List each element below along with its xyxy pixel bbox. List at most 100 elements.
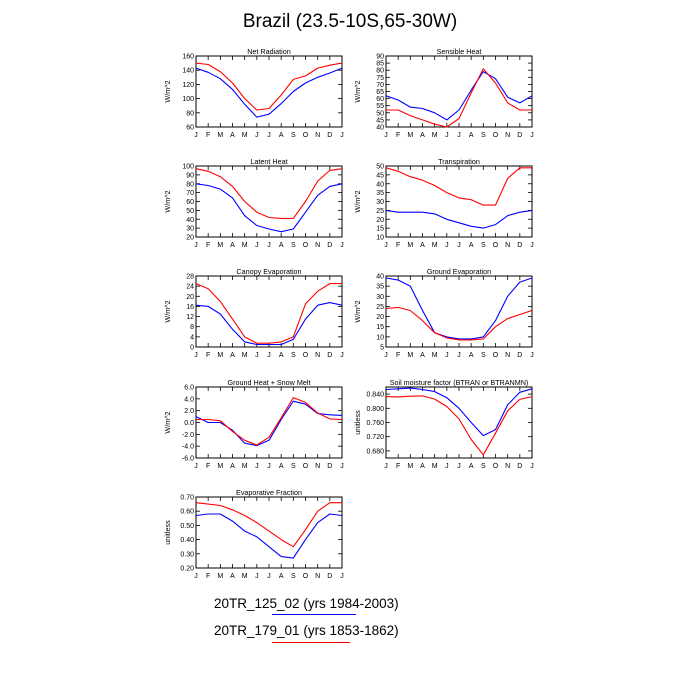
chart-title: Latent Heat bbox=[250, 157, 287, 166]
y-tick-label: 0.760 bbox=[366, 420, 384, 427]
series-line-2 bbox=[386, 68, 532, 128]
y-tick-label: 55 bbox=[376, 103, 384, 110]
x-tick-label: J bbox=[340, 573, 344, 580]
y-axis-label: W/m^2 bbox=[163, 300, 172, 322]
y-tick-label: 28 bbox=[186, 274, 194, 281]
y-tick-label: -4.0 bbox=[182, 444, 194, 451]
y-tick-label: 6.0 bbox=[184, 385, 194, 392]
x-tick-label: J bbox=[194, 463, 198, 470]
chart-title: Transpiration bbox=[438, 157, 480, 166]
page-title: Brazil (23.5-10S,65-30W) bbox=[242, 11, 458, 32]
legend-label-1: 20TR_125_02 (yrs 1984-2003) bbox=[214, 596, 399, 611]
x-tick-label: D bbox=[327, 463, 332, 470]
chart-frame bbox=[385, 386, 533, 459]
chart-frame bbox=[195, 496, 343, 569]
x-tick-label: D bbox=[517, 352, 522, 359]
y-tick-label: 45 bbox=[376, 117, 384, 124]
x-tick-label: O bbox=[493, 132, 499, 139]
y-tick-label: 40 bbox=[376, 125, 384, 132]
x-tick-label: F bbox=[206, 573, 210, 580]
legend-swatch-2 bbox=[272, 642, 350, 643]
y-tick-label: 8 bbox=[190, 324, 194, 331]
chart-title: Evaporative Fraction bbox=[236, 488, 302, 497]
y-tick-label: 10 bbox=[376, 334, 384, 341]
x-tick-label: F bbox=[396, 132, 400, 139]
y-tick-label: 40 bbox=[186, 217, 194, 224]
y-tick-label: 40 bbox=[376, 274, 384, 281]
y-tick-label: 35 bbox=[376, 190, 384, 197]
y-tick-label: 60 bbox=[376, 96, 384, 103]
x-tick-label: N bbox=[315, 352, 320, 359]
x-tick-label: J bbox=[267, 573, 271, 580]
y-tick-label: 0.40 bbox=[180, 537, 194, 544]
x-tick-label: F bbox=[206, 352, 210, 359]
x-tick-label: A bbox=[279, 573, 284, 580]
y-axis-label: unitless bbox=[163, 520, 172, 545]
x-tick-label: J bbox=[530, 352, 534, 359]
x-tick-label: M bbox=[407, 242, 413, 249]
y-tick-label: 12 bbox=[186, 314, 194, 321]
chart-title: Soil moisture factor (BTRAN or BTRANMN) bbox=[390, 378, 529, 387]
series-line-1 bbox=[195, 400, 343, 447]
y-tick-label: 20 bbox=[376, 314, 384, 321]
y-tick-label: 0 bbox=[190, 345, 194, 352]
series-line-2 bbox=[385, 167, 532, 206]
y-tick-label: 60 bbox=[186, 199, 194, 206]
y-axis-label: W/m^2 bbox=[163, 190, 172, 212]
y-tick-label: 24 bbox=[186, 284, 194, 291]
x-tick-label: J bbox=[194, 242, 198, 249]
x-tick-label: D bbox=[327, 573, 332, 580]
series-line-2 bbox=[195, 502, 342, 548]
x-tick-label: J bbox=[340, 352, 344, 359]
x-tick-label: A bbox=[469, 242, 474, 249]
chart-panel-2: Sensible Heat W/m^2 4045505560657075808590… bbox=[353, 47, 534, 139]
y-tick-label: 100 bbox=[182, 164, 194, 171]
y-tick-label: 60 bbox=[186, 125, 194, 132]
x-tick-label: J bbox=[457, 242, 461, 249]
x-tick-label: O bbox=[493, 352, 499, 359]
chart-panel-7: Ground Heat + Snow Melt W/m^2 -6.0 -4.0 -2.0… bbox=[163, 378, 344, 470]
x-tick-label: M bbox=[432, 463, 438, 470]
x-tick-label: A bbox=[230, 463, 235, 470]
series-line-1 bbox=[385, 277, 533, 340]
chart-title: Sensible Heat bbox=[437, 47, 482, 56]
x-tick-label: J bbox=[340, 132, 344, 139]
y-tick-label: 0.70 bbox=[180, 495, 194, 502]
x-tick-label: S bbox=[291, 463, 296, 470]
x-tick-label: J bbox=[267, 463, 271, 470]
y-tick-label: 10 bbox=[376, 235, 384, 242]
chart-frame bbox=[195, 275, 343, 348]
x-tick-label: M bbox=[217, 463, 223, 470]
x-tick-label: N bbox=[505, 242, 510, 249]
series-line-1 bbox=[385, 209, 533, 229]
x-tick-label: J bbox=[530, 463, 534, 470]
x-tick-label: M bbox=[242, 352, 248, 359]
chart-frame bbox=[195, 165, 343, 238]
x-tick-label: O bbox=[303, 132, 309, 139]
y-tick-label: 0.0 bbox=[184, 420, 194, 427]
x-tick-label: J bbox=[255, 242, 259, 249]
series-line-1 bbox=[385, 71, 533, 121]
x-tick-label: A bbox=[420, 463, 425, 470]
x-tick-label: D bbox=[327, 242, 332, 249]
x-tick-label: O bbox=[303, 463, 309, 470]
y-tick-label: 70 bbox=[376, 82, 384, 89]
x-tick-label: M bbox=[432, 352, 438, 359]
x-tick-label: S bbox=[291, 573, 296, 580]
x-tick-label: M bbox=[407, 463, 413, 470]
x-tick-label: O bbox=[493, 463, 499, 470]
x-tick-label: M bbox=[407, 352, 413, 359]
x-tick-label: S bbox=[481, 132, 486, 139]
x-tick-label: A bbox=[279, 463, 284, 470]
x-tick-label: J bbox=[384, 463, 388, 470]
x-tick-label: J bbox=[194, 352, 198, 359]
y-tick-label: 20 bbox=[376, 217, 384, 224]
legend-swatch-1 bbox=[272, 614, 356, 615]
x-tick-label: D bbox=[517, 132, 522, 139]
x-tick-label: S bbox=[291, 242, 296, 249]
y-tick-label: 0.720 bbox=[366, 434, 384, 441]
